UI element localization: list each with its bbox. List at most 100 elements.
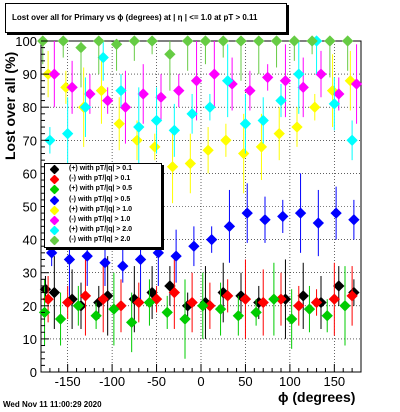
data-point (57, 35, 69, 47)
legend-marker-icon (49, 174, 60, 185)
legend-entry: (-) with pT/|q| > 2.0 (45, 235, 161, 246)
data-point (294, 207, 307, 219)
data-point (48, 286, 60, 299)
data-point (188, 240, 200, 252)
legend-entry: (+) with pT/|q| > 1.0 (45, 205, 161, 216)
legend-marker-icon (49, 195, 60, 206)
data-point (220, 134, 232, 146)
data-point (306, 35, 318, 47)
data-point (328, 293, 340, 305)
y-tick-label: 100 (15, 34, 37, 49)
legend-marker-icon (49, 184, 60, 195)
data-point (164, 48, 176, 60)
y-tick-label: 60 (23, 166, 37, 181)
data-point (166, 161, 179, 173)
y-tick-label: 10 (23, 332, 37, 347)
data-point (42, 293, 54, 305)
data-point (333, 280, 345, 292)
legend-label: (+) with pT/|q| > 0.1 (69, 165, 133, 172)
data-point (54, 313, 67, 325)
data-point (250, 306, 262, 319)
data-point (346, 290, 358, 302)
data-point (238, 147, 250, 160)
legend-entry: (+) with pT/|q| > 2.0 (45, 225, 161, 236)
data-point (46, 247, 58, 259)
data-point (168, 286, 180, 299)
data-point (204, 300, 216, 312)
y-tick-label: 50 (23, 200, 37, 215)
data-point (44, 134, 56, 146)
data-point (339, 300, 351, 312)
legend-label: (-) with pT/|q| > 1.0 (69, 215, 131, 223)
data-point (273, 128, 285, 140)
legend-marker-icon (49, 205, 60, 216)
legend-marker-icon (49, 164, 60, 175)
data-point (253, 35, 265, 47)
data-point (199, 35, 212, 47)
chart-title-box: Lost over all for Primary vs ϕ (degrees)… (5, 3, 287, 33)
x-tick-label: 0 (197, 374, 204, 389)
data-point (48, 68, 60, 80)
data-point (184, 157, 196, 170)
data-point (143, 296, 156, 309)
data-point (131, 134, 143, 146)
y-tick-label: 30 (23, 266, 37, 281)
data-point (170, 250, 182, 262)
y-tick-label: 80 (23, 100, 37, 115)
chart-title: Lost over all for Primary vs ϕ (degrees)… (12, 13, 258, 22)
legend-label: (+) with pT/|q| > 0.5 (69, 185, 133, 193)
legend-marker-icon (49, 235, 60, 246)
data-point (239, 293, 252, 305)
data-point (97, 51, 109, 64)
data-point (206, 233, 218, 246)
data-point (75, 41, 87, 54)
data-point (268, 293, 280, 305)
data-point (303, 303, 316, 315)
legend-label: (+) with pT/|q| > 1.0 (69, 205, 133, 213)
data-point (348, 214, 360, 226)
data-point (297, 290, 309, 302)
x-tick-label: -150 (55, 374, 81, 389)
data-point (241, 207, 253, 219)
data-point (197, 300, 209, 312)
legend-label: (-) with pT/|q| > 2.0 (69, 236, 131, 244)
x-tick-label: 50 (238, 374, 252, 389)
data-point (330, 207, 342, 219)
y-axis-label: Lost over all (%) (2, 51, 18, 160)
legend-label: (-) with pT/|q| > 0.1 (69, 175, 131, 183)
legend-entry: (-) with pT/|q| > 0.1 (45, 174, 161, 185)
data-point (232, 310, 244, 322)
data-point (146, 35, 158, 47)
legend-marker-icon (49, 225, 60, 236)
legend-entry: (-) with pT/|q| > 0.5 (45, 195, 161, 206)
data-point (293, 300, 305, 312)
data-point (235, 35, 247, 47)
data-point (217, 35, 229, 47)
data-point (222, 290, 234, 302)
data-point (312, 217, 324, 229)
data-point (182, 35, 194, 47)
data-point (152, 247, 164, 259)
data-point (270, 35, 283, 47)
data-point (324, 35, 336, 47)
data-point (286, 313, 298, 325)
y-tick-label: 40 (23, 233, 37, 248)
y-tick-label: 0 (30, 365, 37, 380)
legend: (+) with pT/|q| > 0.1 (-) with pT/|q| > 0… (44, 163, 162, 248)
data-point (133, 296, 145, 309)
legend-entry: (-) with pT/|q| > 1.0 (45, 215, 161, 226)
data-point (161, 306, 173, 319)
data-point (168, 124, 180, 137)
data-point (214, 303, 227, 315)
data-point (275, 293, 287, 305)
data-point (110, 38, 123, 50)
x-tick-label: 150 (323, 374, 345, 389)
data-point (346, 134, 358, 146)
data-point (202, 144, 214, 156)
data-point (259, 214, 271, 226)
x-tick-label: -100 (99, 374, 125, 389)
legend-marker-icon (49, 215, 60, 226)
data-point (342, 35, 354, 47)
x-tick-label: -50 (147, 374, 166, 389)
y-tick-label: 70 (23, 133, 37, 148)
